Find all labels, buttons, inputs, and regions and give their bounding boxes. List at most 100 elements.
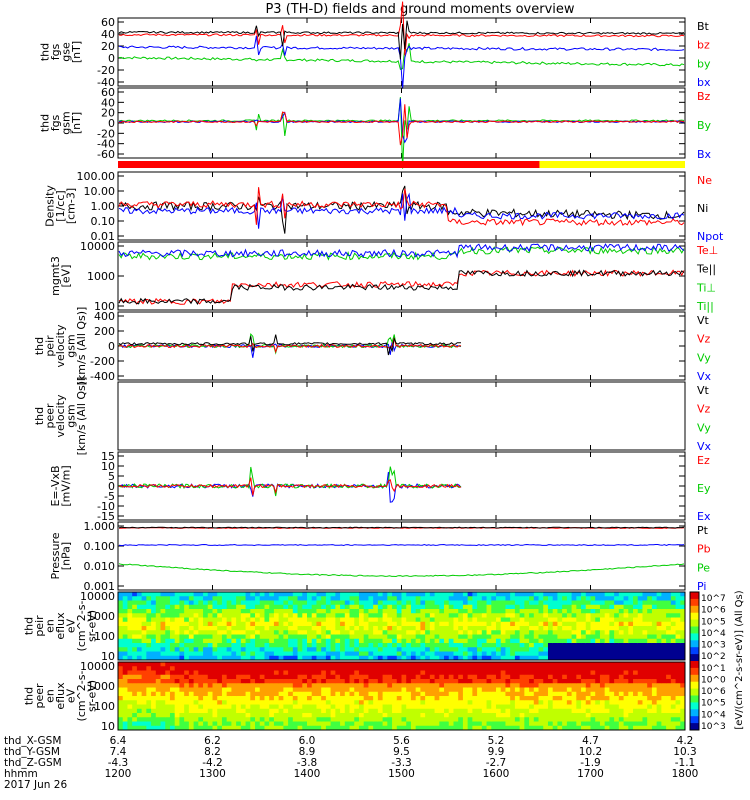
svg-text:eflux: eflux bbox=[54, 612, 67, 640]
colorbar-tick: 10^5 bbox=[701, 617, 726, 627]
panel-pressure: Pressure[nPa] 1.000 0.100 0.010 0.001 Pt Pb Pe P… bbox=[49, 520, 711, 593]
x-tick-label: -2.7 bbox=[486, 757, 507, 769]
legend-entry: by bbox=[697, 57, 711, 70]
series-line bbox=[118, 526, 685, 529]
colorbar-label: [eV/(cm^2-s-sr-eV)] (All Qs) bbox=[734, 590, 745, 729]
y-tick-label: 10000 bbox=[80, 590, 115, 603]
y-tick-label: -40 bbox=[97, 76, 115, 89]
svg-text:Pressure: Pressure bbox=[49, 532, 62, 579]
x-tick-label: 1300 bbox=[199, 768, 226, 780]
y-tick-label: 200 bbox=[94, 325, 115, 338]
y-tick-label: -400 bbox=[90, 370, 115, 383]
colorbar-tick: 10^2 bbox=[701, 652, 726, 662]
y-tick-label: 20 bbox=[101, 107, 115, 120]
legend-entry: Te⊥ bbox=[696, 244, 718, 257]
legend-entry: Vz bbox=[697, 333, 711, 346]
series-line bbox=[118, 334, 461, 356]
y-tick-label: 60 bbox=[101, 86, 115, 99]
legend-entry: By bbox=[697, 119, 712, 132]
svg-text:peir: peir bbox=[44, 335, 57, 357]
y-tick-label: 10 bbox=[101, 460, 115, 473]
x-tick-label: 1800 bbox=[672, 768, 699, 780]
svg-text:en: en bbox=[44, 619, 57, 633]
legend-entry: Pi bbox=[697, 580, 706, 593]
colorbar: 10^710^610^510^410^310^210^110^010^610^5… bbox=[689, 590, 745, 732]
y-tick-label: 0 bbox=[108, 480, 115, 493]
x-tick-label: -3.3 bbox=[391, 757, 412, 769]
legend-entry: Ez bbox=[697, 454, 710, 467]
series-line bbox=[118, 1, 685, 56]
series-line bbox=[118, 246, 685, 261]
legend-entry: Ex bbox=[697, 510, 711, 523]
y-tick-label: 100 bbox=[94, 700, 115, 713]
x-tick-label: 8.2 bbox=[204, 746, 221, 758]
svg-text:gsm: gsm bbox=[65, 334, 78, 357]
svg-text:eV: eV bbox=[65, 688, 78, 703]
x-tick-label: 6.0 bbox=[299, 735, 316, 747]
colorbar-tick: 10^6 bbox=[701, 687, 726, 697]
series-line bbox=[118, 269, 685, 306]
traces-peir-spectrogram bbox=[118, 592, 686, 661]
x-tick-label: 8.9 bbox=[299, 746, 316, 758]
y-axis-label: Density[1/cc][cm-3] bbox=[44, 185, 78, 227]
legend-entry: Pb bbox=[697, 543, 711, 556]
y-tick-label: 10.00 bbox=[84, 185, 116, 198]
x-tick-label: 1600 bbox=[483, 768, 510, 780]
legend-entry: Vt bbox=[697, 314, 710, 327]
x-axis-row-label: thd_Y-GSM bbox=[4, 746, 60, 758]
y-tick-label: 1.000 bbox=[84, 520, 116, 533]
y-tick-label: 5 bbox=[108, 470, 115, 483]
legend-entry: Ni bbox=[697, 202, 708, 215]
y-tick-label: 100.00 bbox=[77, 170, 116, 183]
y-tick-label: 20 bbox=[101, 40, 115, 53]
y-tick-label: -5 bbox=[104, 490, 115, 503]
svg-text:[1/cc]: [1/cc] bbox=[54, 190, 67, 221]
legend-entry: Pe bbox=[697, 561, 710, 574]
colorbar-tick: 10^3 bbox=[701, 722, 726, 732]
svg-text:gse: gse bbox=[59, 42, 72, 62]
series-line bbox=[118, 543, 685, 547]
series-line bbox=[118, 243, 685, 259]
svg-text:fgs: fgs bbox=[49, 114, 62, 131]
legend-entry: bz bbox=[697, 39, 710, 52]
series-line bbox=[118, 337, 462, 354]
svg-text:thd: thd bbox=[33, 337, 46, 355]
x-tick-label: -1.1 bbox=[675, 757, 696, 769]
x-tick-label: 7.4 bbox=[110, 746, 127, 758]
legend-entry: Pt bbox=[697, 524, 709, 537]
legend-entry: Ti|| bbox=[696, 300, 714, 313]
figure-title: P3 (TH-D) fields and ground moments over… bbox=[265, 2, 574, 17]
svg-text:[nT]: [nT] bbox=[70, 112, 83, 134]
x-tick-label: -1.9 bbox=[580, 757, 601, 769]
colorbar-tick: 10^5 bbox=[701, 699, 726, 709]
x-tick-label: 6.2 bbox=[204, 735, 221, 747]
legend-entry: Bt bbox=[697, 20, 710, 33]
legend-entry: Ne bbox=[697, 174, 712, 187]
panel-peer-spectrogram: thdpeerenefluxeV(cm^2-s-sr-eV)1000010001… bbox=[23, 660, 686, 733]
y-tick-label: 40 bbox=[101, 96, 115, 109]
series-line bbox=[118, 466, 462, 497]
legend-entry: Ey bbox=[697, 482, 711, 495]
series-line bbox=[118, 20, 685, 60]
svg-text:peer: peer bbox=[44, 403, 57, 429]
x-tick-label: 10.3 bbox=[673, 746, 696, 758]
x-tick-label: -4.3 bbox=[108, 757, 129, 769]
y-axis-label: mgmt3[eV] bbox=[49, 256, 73, 296]
svg-text:[km/s (All Qs)]: [km/s (All Qs)] bbox=[75, 377, 88, 456]
traces-pressure bbox=[118, 526, 685, 578]
legend-entry: Bx bbox=[697, 148, 712, 161]
y-tick-label: 10 bbox=[101, 650, 115, 663]
x-tick-label: 1400 bbox=[294, 768, 321, 780]
svg-text:eV: eV bbox=[65, 618, 78, 633]
x-tick-label: 1500 bbox=[388, 768, 415, 780]
x-tick-label: -4.2 bbox=[202, 757, 223, 769]
y-tick-label: -200 bbox=[90, 355, 115, 368]
traces-fgs-gsm bbox=[118, 96, 685, 169]
series-line bbox=[118, 98, 685, 144]
legend-entry: bx bbox=[697, 76, 711, 89]
legend-entry: Vt bbox=[697, 384, 710, 397]
